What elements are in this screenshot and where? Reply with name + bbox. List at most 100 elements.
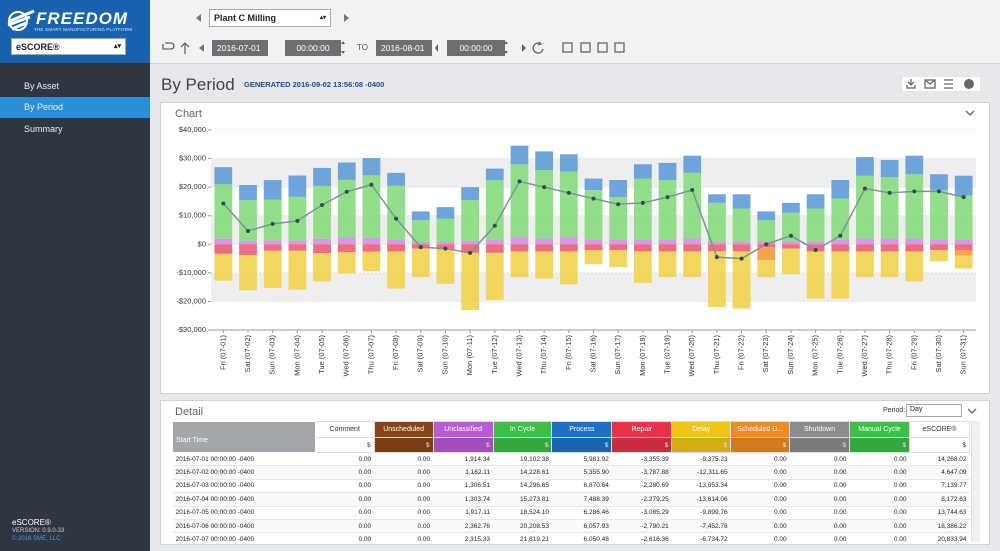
- bar-segment: [535, 170, 554, 239]
- table-cell: -9,899.76: [671, 506, 731, 520]
- score-point: [887, 190, 892, 195]
- table-cell: -2,279.25: [611, 492, 672, 507]
- bar-segment: [510, 251, 529, 278]
- bar-segment: [485, 240, 504, 245]
- column-header: Start Time: [172, 421, 316, 453]
- table-cell: 5,981.92: [551, 452, 612, 467]
- bar-segment: [683, 251, 702, 278]
- bar-segment: [880, 251, 899, 278]
- bar-segment: [288, 240, 307, 245]
- scrollbar[interactable]: [971, 421, 980, 542]
- bar-segment: [584, 250, 603, 265]
- period-text: Day: [910, 406, 923, 413]
- x-tick-label: Sat (07-09): [416, 335, 425, 373]
- plant-select[interactable]: Plant C Milling ▴▾: [209, 9, 331, 27]
- bar-segment: [387, 244, 405, 252]
- y-tick-label: -$10,000: [176, 268, 206, 277]
- bar-segment: [782, 202, 800, 213]
- table-row: 2016-07-02 00:00:00 -0400 0.00 0.00 1,162.1…: [172, 465, 970, 480]
- table-cell: 0.00: [789, 519, 850, 534]
- bar-segment: [856, 244, 874, 252]
- bar-segment: [461, 240, 479, 245]
- bar-segment: [658, 251, 677, 278]
- table-cell: 0.00: [374, 519, 434, 534]
- bar-segment: [856, 157, 874, 176]
- column-header: Unclassified: [432, 421, 494, 438]
- bar-segment: [535, 151, 554, 170]
- score-point: [591, 196, 596, 201]
- score-point: [961, 195, 966, 200]
- period-select[interactable]: Day: [906, 404, 962, 417]
- table-cell: 2016-07-07 00:00:00 -0400: [172, 532, 316, 544]
- bar-segment: [880, 238, 899, 245]
- x-tick-label: Sun (07-17): [613, 335, 622, 375]
- bar-segment: [461, 244, 479, 253]
- score-point: [788, 233, 793, 238]
- table-cell: 2016-07-02 00:00:00 -0400: [172, 465, 316, 480]
- nav-item[interactable]: By Asset: [24, 81, 60, 91]
- start-time[interactable]: 00:00:00: [285, 40, 341, 56]
- score-point: [665, 195, 670, 200]
- bar-segment: [239, 185, 257, 201]
- table-cell: -2,280.69: [611, 479, 672, 494]
- plant-text: Plant C Milling: [214, 13, 276, 23]
- bar-segment: [905, 238, 924, 245]
- x-tick-label: Wed (07-27): [860, 334, 869, 376]
- x-tick-label: Sat (07-23): [761, 335, 770, 373]
- score-point: [764, 242, 769, 247]
- collapse-icon[interactable]: [964, 109, 976, 117]
- end-date[interactable]: 2016-08-01: [376, 40, 432, 56]
- table-cell: 2016-07-01 00:00:00 -0400: [172, 452, 316, 467]
- end-time[interactable]: 00:00:00: [447, 40, 505, 56]
- tagline: THE SMART MANUFACTURING PLATFORM: [34, 27, 133, 32]
- table-cell: 1,917.11: [433, 506, 494, 520]
- bar-segment: [485, 244, 504, 253]
- table-cell: 1,914.34: [433, 452, 494, 467]
- bar-segment: [683, 172, 702, 239]
- bar-segment: [510, 237, 529, 245]
- bar-segment: [436, 218, 455, 242]
- nav-item[interactable]: By Period: [0, 97, 150, 118]
- bar-segment: [708, 202, 726, 242]
- table-cell: 0.00: [374, 492, 434, 507]
- chart-title: Chart: [175, 108, 202, 120]
- table-cell: 0.00: [315, 465, 375, 480]
- nav-item[interactable]: Summary: [24, 124, 63, 134]
- unit-header: $: [908, 437, 970, 453]
- table-cell: 0.00: [730, 479, 790, 494]
- column-header: Unscheduled: [373, 421, 434, 438]
- bar-segment: [313, 167, 331, 186]
- table-row: 2016-07-01 00:00:00 -0400 0.00 0.00 1,914.3…: [172, 452, 970, 467]
- table-row: 2016-07-07 00:00:00 -0400 0.00 0.00 2,315.3…: [172, 532, 970, 544]
- bar-segment: [856, 238, 874, 245]
- bar-segment: [831, 180, 850, 199]
- start-date[interactable]: 2016-07-01: [212, 40, 268, 56]
- unit-header: $: [492, 437, 553, 453]
- x-tick-label: Sun (07-03): [268, 335, 277, 375]
- bar-segment: [387, 251, 405, 289]
- app-select[interactable]: eSCORE® ▴▾: [11, 38, 126, 55]
- column-header: Comment: [314, 421, 375, 438]
- table-cell: 1,162.11: [433, 465, 494, 480]
- table-cell: -2,790.21: [611, 519, 672, 534]
- table-cell: 0.00: [374, 532, 434, 544]
- page-actions[interactable]: [901, 76, 981, 92]
- bar-segment: [609, 244, 628, 250]
- x-tick-label: Fri (07-15): [564, 335, 573, 371]
- bar-segment: [782, 248, 800, 275]
- table-cell: -13,614.06: [671, 492, 731, 507]
- bar-segment: [708, 251, 726, 308]
- footer-copyright: © 2016 SME, LLC: [12, 536, 61, 542]
- table-cell: 2016-07-06 00:00:00 -0400: [172, 519, 316, 534]
- detail-collapse[interactable]: [966, 407, 978, 415]
- table-cell: 0.00: [789, 532, 850, 544]
- bar-segment: [584, 190, 603, 240]
- chart-panel: Chart -$30,000 -$20,000 -$10,000 $0 $10,000 $…: [160, 102, 990, 394]
- sidebar: FREEDOM THE SMART MANUFACTURING PLATFORM…: [0, 0, 150, 551]
- bar-segment: [485, 252, 504, 300]
- table-row: 2016-07-03 00:00:00 -0400 0.00 0.00 1,306.5…: [172, 479, 970, 494]
- bar-segment: [954, 195, 973, 240]
- x-tick-label: Sun (07-24): [786, 335, 795, 375]
- bar-segment: [288, 196, 307, 241]
- table-cell: 14,296.65: [493, 479, 552, 494]
